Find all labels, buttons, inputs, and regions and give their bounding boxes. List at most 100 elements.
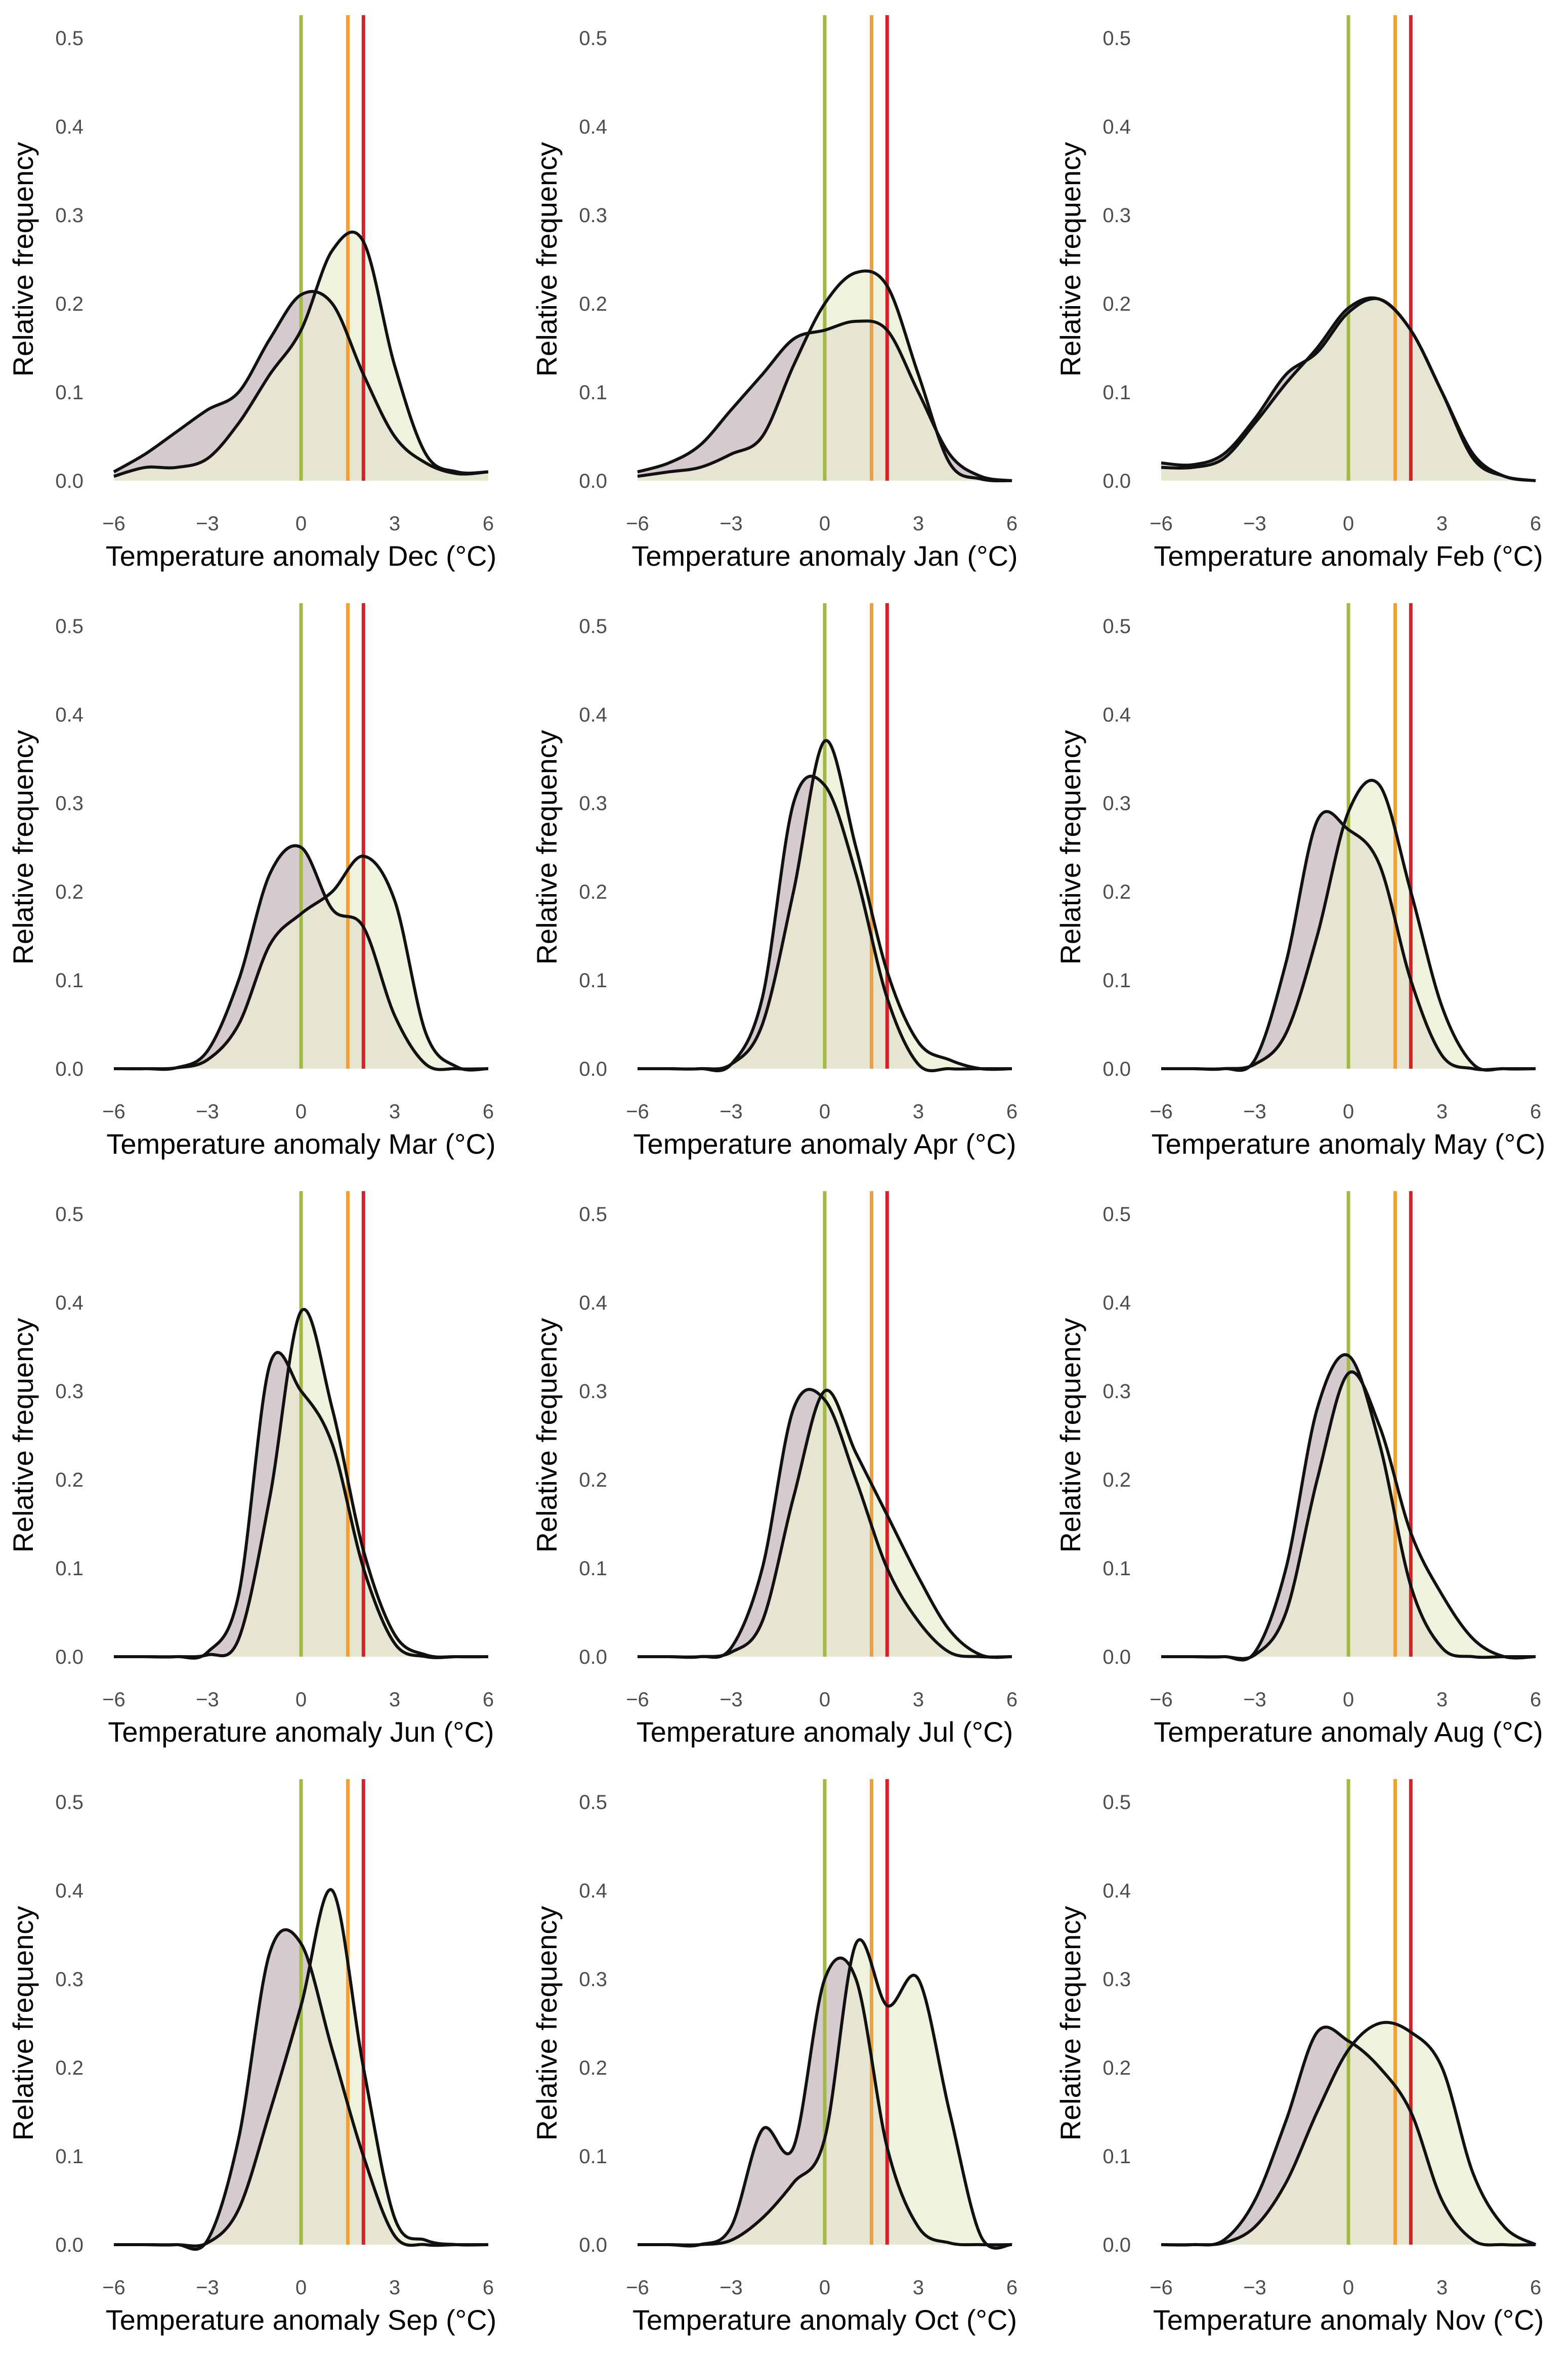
density-curve-a: [1161, 2026, 1536, 2247]
x-tick-label: 3: [913, 513, 924, 535]
density-curve-a: [637, 1956, 1012, 2248]
x-tick-label: 6: [1530, 1101, 1541, 1123]
y-tick-label: 0.4: [1103, 1880, 1131, 1902]
density-curve-b: [114, 1308, 489, 1659]
x-tick-label: 6: [1006, 513, 1018, 535]
y-tick-label: 0.1: [1103, 382, 1131, 404]
y-tick-label: 0.5: [579, 1791, 607, 1814]
y-tick-label: 0.0: [1103, 470, 1131, 492]
y-tick-label: 0.0: [55, 1058, 83, 1080]
x-tick-label: −3: [196, 1101, 219, 1123]
y-tick-label: 0.5: [1103, 27, 1131, 50]
density-curve-a: [113, 290, 489, 476]
y-tick-label: 0.2: [579, 1469, 607, 1491]
y-tick-label: 0.2: [55, 1469, 83, 1491]
y-tick-label: 0.0: [579, 470, 607, 492]
y-tick-label: 0.4: [579, 1880, 607, 1902]
y-tick-label: 0.4: [579, 116, 607, 138]
x-tick-label: 0: [819, 2277, 830, 2299]
x-tick-label: −6: [1150, 1101, 1173, 1123]
x-tick-label: 6: [483, 1101, 494, 1123]
density-curve-b: [638, 739, 1012, 1071]
x-tick-label: −6: [102, 1689, 125, 1711]
x-tick-label: 6: [1006, 1101, 1018, 1123]
x-tick-label: −3: [196, 1689, 219, 1711]
y-tick-label: 0.1: [55, 382, 83, 404]
density-panel: 0.0 0.1 0.2 0.3 0.4 0.5 −6 −3 0 3 6 Temperature ano…: [7, 15, 496, 572]
x-tick-label: 3: [913, 2277, 924, 2299]
y-tick-label: 0.4: [55, 1292, 83, 1314]
density-curve-a: [1161, 297, 1536, 482]
x-tick-label: 6: [483, 1689, 494, 1711]
density-panel: 0.0 0.1 0.2 0.3 0.4 0.5 −6 −3 0 3 6 Temperature ano…: [531, 1779, 1018, 2336]
y-tick-label: 0.0: [55, 470, 83, 492]
y-tick-label: 0.1: [55, 1558, 83, 1580]
x-tick-label: 0: [295, 1689, 307, 1711]
x-tick-label: −3: [1243, 1101, 1266, 1123]
x-tick-label: 3: [1436, 513, 1448, 535]
density-panel: 0.0 0.1 0.2 0.3 0.4 0.5 −6 −3 0 3 6 Temperature ano…: [1054, 1191, 1543, 1748]
density-curve-b: [1161, 2021, 1537, 2247]
y-axis-title: Relative frequency: [1054, 1906, 1086, 2141]
x-tick-label: −6: [102, 2277, 125, 2299]
y-tick-label: 0.2: [55, 881, 83, 903]
y-tick-label: 0.0: [1103, 1058, 1131, 1080]
y-tick-label: 0.5: [579, 27, 607, 50]
x-tick-label: −6: [102, 513, 125, 535]
y-axis-title: Relative frequency: [1054, 142, 1086, 377]
x-tick-label: −6: [1150, 2277, 1173, 2299]
y-tick-label: 0.2: [1103, 293, 1131, 315]
y-tick-label: 0.5: [579, 1203, 607, 1226]
x-tick-label: 0: [1343, 2277, 1354, 2299]
y-tick-label: 0.4: [55, 1880, 83, 1902]
y-tick-label: 0.4: [55, 116, 83, 138]
x-axis-title: Temperature anomaly Dec (°C): [106, 540, 496, 572]
y-tick-label: 0.4: [579, 1292, 607, 1314]
y-axis-title: Relative frequency: [7, 1318, 39, 1553]
density-curve-a: [637, 319, 1012, 482]
x-axis-title: Temperature anomaly Jul (°C): [637, 1716, 1013, 1748]
x-axis-title: Temperature anomaly Jan (°C): [631, 540, 1018, 572]
x-tick-label: −6: [1150, 513, 1173, 535]
y-tick-label: 0.3: [579, 1380, 607, 1403]
y-tick-label: 0.0: [579, 1646, 607, 1668]
density-panel: 0.0 0.1 0.2 0.3 0.4 0.5 −6 −3 0 3 6 Temperature ano…: [1054, 15, 1543, 572]
x-tick-label: 6: [483, 2277, 494, 2299]
y-tick-label: 0.3: [1103, 1968, 1131, 1991]
y-tick-label: 0.5: [55, 1203, 83, 1226]
y-tick-label: 0.2: [55, 2057, 83, 2079]
density-curve-a: [638, 775, 1012, 1073]
x-tick-label: −3: [719, 1689, 743, 1711]
y-tick-label: 0.5: [55, 27, 83, 50]
x-axis-title: Temperature anomaly May (°C): [1152, 1128, 1546, 1160]
y-tick-label: 0.2: [579, 293, 607, 315]
x-axis-title: Temperature anomaly Sep (°C): [106, 2304, 497, 2336]
density-panel: 0.0 0.1 0.2 0.3 0.4 0.5 −6 −3 0 3 6 Temperature ano…: [7, 603, 496, 1160]
density-curve-b: [1161, 1370, 1536, 1660]
x-tick-label: 3: [389, 513, 400, 535]
y-tick-label: 0.3: [1103, 792, 1131, 815]
y-tick-label: 0.3: [579, 1968, 607, 1991]
x-tick-label: 3: [1436, 1689, 1448, 1711]
y-tick-label: 0.5: [55, 615, 83, 638]
x-axis-title: Temperature anomaly Mar (°C): [106, 1128, 495, 1160]
density-curve-b: [638, 1388, 1012, 1659]
y-tick-label: 0.0: [1103, 1646, 1131, 1668]
y-tick-label: 0.5: [1103, 1791, 1131, 1814]
y-tick-label: 0.2: [1103, 881, 1131, 903]
x-tick-label: −3: [1243, 2277, 1266, 2299]
density-panel: 0.0 0.1 0.2 0.3 0.4 0.5 −6 −3 0 3 6 Temperature ano…: [531, 603, 1018, 1160]
density-panel: 0.0 0.1 0.2 0.3 0.4 0.5 −6 −3 0 3 6 Temperature ano…: [7, 1191, 494, 1748]
x-tick-label: 3: [913, 1101, 924, 1123]
y-tick-label: 0.4: [1103, 1292, 1131, 1314]
density-panel: 0.0 0.1 0.2 0.3 0.4 0.5 −6 −3 0 3 6 Temperature ano…: [7, 1779, 496, 2336]
density-panel: 0.0 0.1 0.2 0.3 0.4 0.5 −6 −3 0 3 6 Temperature ano…: [531, 1191, 1018, 1748]
y-tick-label: 0.3: [55, 792, 83, 815]
x-tick-label: 0: [295, 1101, 307, 1123]
x-tick-label: −3: [719, 1101, 743, 1123]
x-tick-label: 3: [389, 1689, 400, 1711]
x-tick-label: 3: [389, 1101, 400, 1123]
density-curve-a: [113, 1928, 488, 2251]
density-curve-b: [113, 230, 489, 478]
density-panel: 0.0 0.1 0.2 0.3 0.4 0.5 −6 −3 0 3 6 Temperature ano…: [1054, 603, 1545, 1160]
